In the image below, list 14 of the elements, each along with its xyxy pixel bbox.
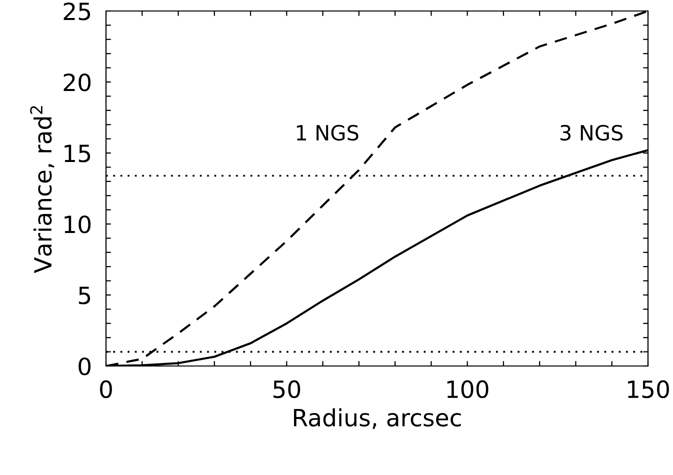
x-tick-label: 50 xyxy=(273,380,300,398)
y-tick-label: 0 xyxy=(78,357,91,376)
y-tick-label: 20 xyxy=(64,73,91,92)
x-tick-label: 0 xyxy=(100,380,112,398)
annotation: 1 NGS xyxy=(296,124,358,141)
x-axis-title: Radius, arcsec xyxy=(294,408,461,429)
x-tick-label: 100 xyxy=(447,380,488,398)
x-tick-label: 150 xyxy=(628,380,669,398)
y-axis-title: Variance, rad$^{2}$ xyxy=(30,106,54,274)
y-tick-label: 10 xyxy=(64,215,91,234)
y-tick-label: 25 xyxy=(64,2,90,20)
y-tick-label: 5 xyxy=(78,286,90,304)
y-tick-label: 15 xyxy=(64,144,90,162)
annotation: 3 NGS xyxy=(560,124,623,141)
